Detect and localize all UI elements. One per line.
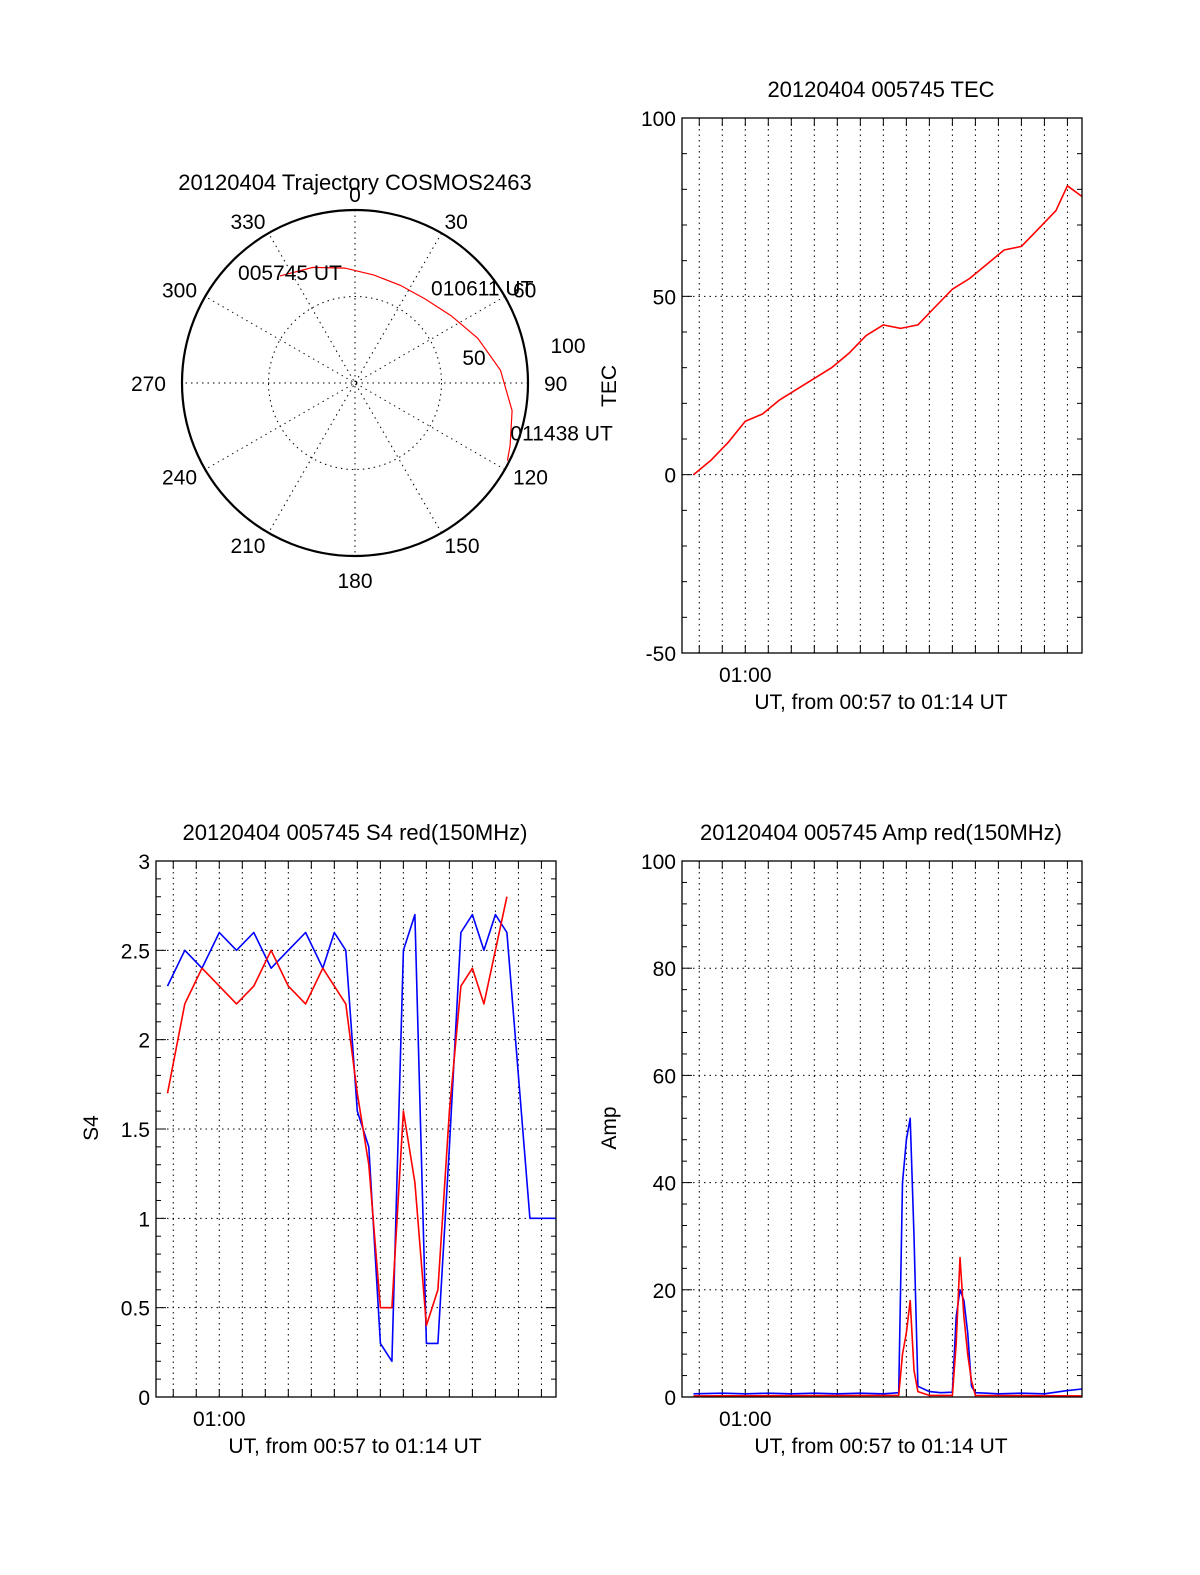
polar-grid	[180, 208, 530, 558]
polar-title: 20120404 Trajectory COSMOS2463	[178, 170, 531, 195]
s4-plot: 20120404 005745 S4 red(150MHz) UT, from …	[80, 820, 557, 1458]
polar-azimuth-label: 30	[445, 211, 468, 234]
tec-series-red	[692, 185, 1083, 476]
polar-azimuth-label: 120	[513, 467, 548, 490]
tec-ytick-label: 100	[641, 108, 676, 131]
amp-ytick-label: 20	[653, 1280, 676, 1303]
s4-ytick-label: 1	[138, 1208, 150, 1231]
s4-plot-frame	[155, 860, 557, 1398]
s4-ytick-label: 2.5	[121, 940, 150, 963]
polar-azimuth-labels: 0 30 60 90 120 150 180 210 240 270 300 330 50 100	[131, 184, 586, 593]
amp-ylabel: Amp	[598, 1106, 621, 1149]
polar-azimuth-label: 300	[162, 280, 197, 303]
polar-time-annotation: 011438 UT	[510, 423, 613, 446]
s4-series-red	[166, 896, 508, 1327]
polar-azimuth-label: 180	[337, 570, 372, 593]
s4-grid: 3 2.5 2 1.5 1 0.5 0	[121, 851, 556, 1410]
tec-plot-frame	[681, 117, 1083, 654]
polar-azimuth-label: 90	[544, 373, 567, 396]
polar-azimuth-label: 60	[513, 280, 536, 303]
tec-title: 20120404 005745 TEC	[767, 77, 994, 102]
polar-radial-label: 50	[462, 347, 485, 370]
amp-series-red	[693, 1256, 1083, 1397]
tec-plot: 20120404 005745 TEC UT, from 00:57 to 01…	[598, 77, 1083, 714]
amp-title: 20120404 005745 Amp red(150MHz)	[700, 820, 1062, 845]
trajectory-polar-plot: 20120404 Trajectory COSMOS2463 0 30 60 90 12…	[131, 170, 613, 593]
amp-ytick-label: 60	[653, 1065, 676, 1088]
polar-azimuth-label: 150	[445, 535, 480, 558]
s4-ytick-label: 0.5	[121, 1298, 150, 1321]
tec-ytick-label: 0	[664, 465, 676, 488]
polar-azimuth-label: 210	[230, 535, 265, 558]
s4-title: 20120404 005745 S4 red(150MHz)	[183, 820, 528, 845]
s4-xtick-label: 01:00	[193, 1408, 246, 1431]
polar-time-annotation: 005745 UT	[238, 262, 342, 285]
polar-time-annotation: 010611 UT	[431, 278, 534, 301]
s4-ytick-label: 1.5	[121, 1119, 150, 1142]
s4-xlabel: UT, from 00:57 to 01:14 UT	[228, 1435, 481, 1458]
s4-ytick-label: 0	[138, 1387, 150, 1410]
polar-azimuth-label: 0	[349, 184, 361, 207]
polar-azimuth-label: 330	[230, 211, 265, 234]
amp-xlabel: UT, from 00:57 to 01:14 UT	[754, 1435, 1007, 1458]
tec-ylabel: TEC	[598, 365, 621, 407]
tec-xtick-label: 01:00	[719, 664, 772, 687]
s4-ylabel: S4	[80, 1115, 103, 1141]
amp-ytick-label: 80	[653, 958, 676, 981]
amp-series-blue	[693, 1117, 1083, 1395]
tec-xlabel: UT, from 00:57 to 01:14 UT	[754, 691, 1007, 714]
amp-ytick-label: 100	[641, 851, 676, 874]
amp-plot: 20120404 005745 Amp red(150MHz) UT, from…	[598, 820, 1083, 1458]
polar-inner-circle	[268, 296, 442, 470]
tec-grid: 100 50 0 -50	[641, 108, 1082, 666]
polar-azimuth-label: 240	[162, 467, 197, 490]
amp-ytick-label: 40	[653, 1173, 676, 1196]
tec-ytick-label: -50	[646, 643, 676, 666]
s4-ytick-label: 3	[138, 851, 150, 874]
polar-radial-label: 100	[550, 335, 585, 358]
s4-ytick-label: 2	[138, 1030, 150, 1053]
amp-xtick-label: 01:00	[719, 1408, 772, 1431]
polar-trajectory: 005745 UT 010611 UT 011438 UT	[238, 262, 613, 461]
polar-azimuth-label: 270	[131, 373, 166, 396]
polar-trajectory-line	[279, 266, 513, 461]
amp-grid: 100 80 60 40 20 0	[641, 851, 1082, 1410]
tec-ytick-label: 50	[653, 286, 676, 309]
polar-outer-circle	[180, 208, 530, 558]
s4-series-blue	[166, 913, 556, 1363]
amp-plot-frame	[681, 860, 1083, 1398]
amp-ytick-label: 0	[664, 1387, 676, 1410]
